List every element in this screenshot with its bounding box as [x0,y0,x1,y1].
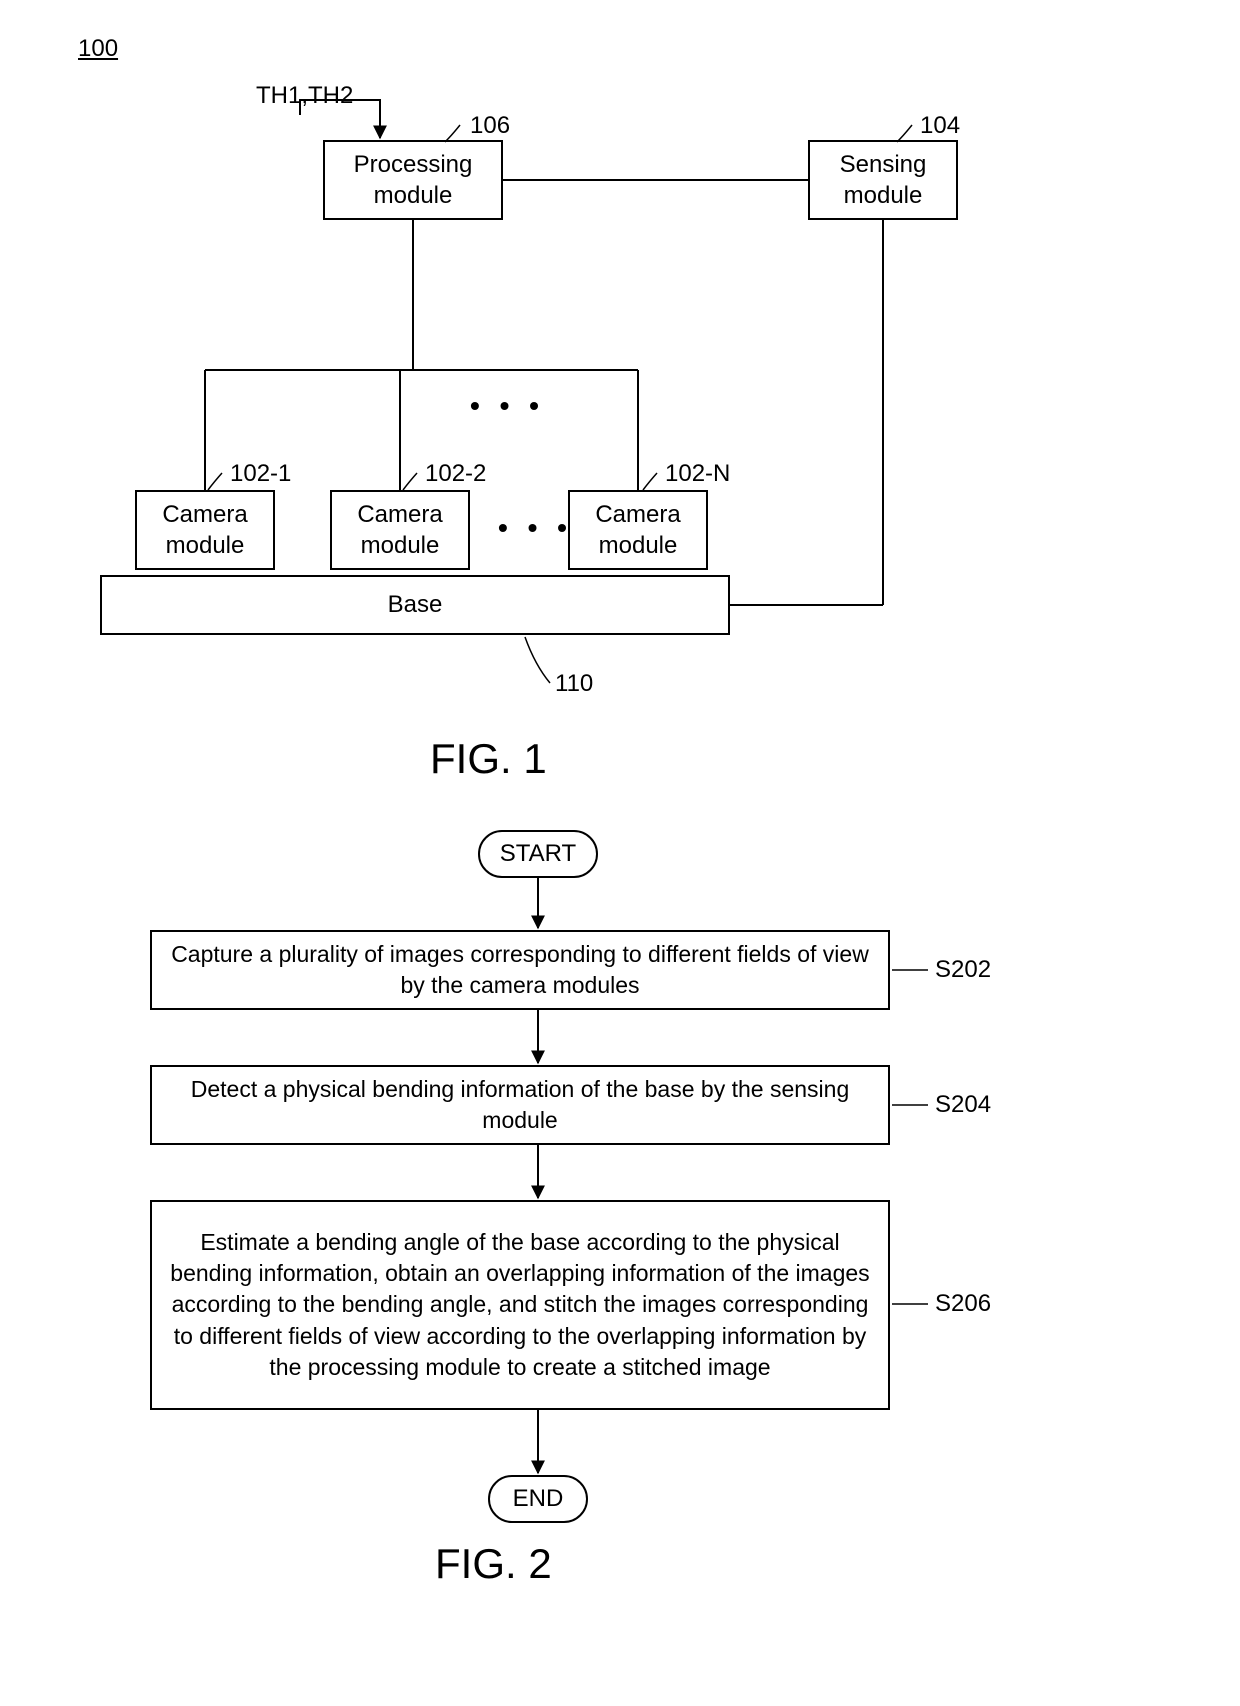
start-terminal: START [478,830,598,878]
base-box: Base [100,575,730,635]
fig1-title: FIG. 1 [430,735,547,783]
camera-module-n-box: Camera module [568,490,708,570]
branch-ellipsis: • • • [470,390,545,422]
connector-lines [0,0,1240,1706]
flow-step-3: Estimate a bending angle of the base acc… [150,1200,890,1410]
camera-1-ref-label: 102-1 [230,460,291,488]
end-terminal: END [488,1475,588,1523]
sensing-module-box: Sensing module [808,140,958,220]
system-ref-label: 100 [78,35,118,63]
flow-step-2: Detect a physical bending information of… [150,1065,890,1145]
flow-step-3-ref: S206 [935,1290,991,1318]
flow-step-1: Capture a plurality of images correspond… [150,930,890,1010]
base-ref-label: 110 [555,670,593,698]
camera-ellipsis: • • • [498,512,573,544]
input-signals-label: TH1,TH2 [256,82,353,110]
camera-2-ref-label: 102-2 [425,460,486,488]
camera-module-1-box: Camera module [135,490,275,570]
flow-step-2-ref: S204 [935,1091,991,1119]
fig2-title: FIG. 2 [435,1540,552,1588]
flow-step-1-ref: S202 [935,956,991,984]
sensing-ref-label: 104 [920,112,960,140]
camera-module-2-box: Camera module [330,490,470,570]
processing-ref-label: 106 [470,112,510,140]
camera-n-ref-label: 102-N [665,460,730,488]
processing-module-box: Processing module [323,140,503,220]
